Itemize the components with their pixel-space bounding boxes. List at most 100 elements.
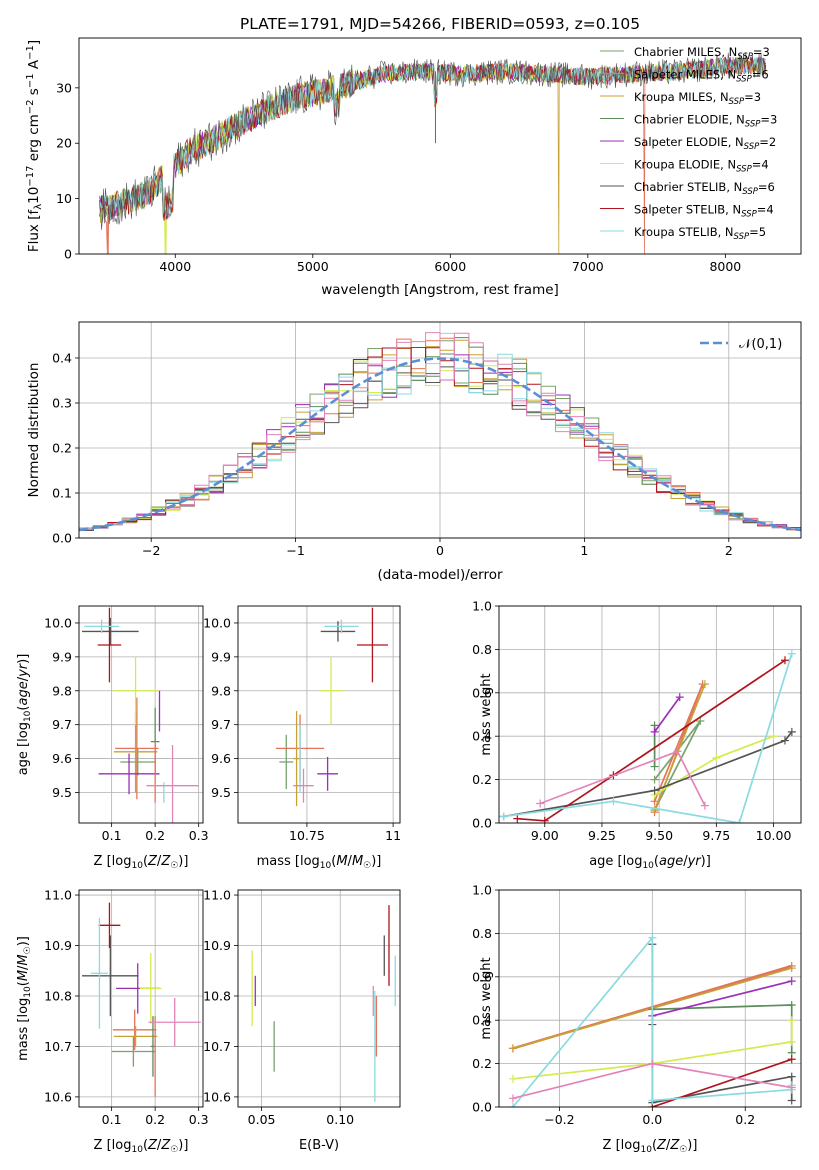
residuals-ytick-label: 0.1 (52, 486, 72, 501)
weight_vs_z-ylabel: mass weight (479, 957, 494, 1039)
residuals-xtick-label: −2 (142, 543, 160, 558)
weight_vs_z-ytick-label: 0.6 (472, 969, 492, 984)
mass_vs_z-xlabel: Z [log10(Z/Z☉)] (94, 1138, 189, 1155)
axes-frame (498, 889, 802, 1108)
age_vs_z-ytick-label: 9.5 (52, 785, 72, 800)
legend-label: Salpeter MILES, NSSP=6 (634, 68, 769, 85)
legend-label: Chabrier ELODIE, NSSP=3 (634, 113, 777, 130)
legend-label: Kroupa MILES, NSSP=3 (634, 90, 761, 107)
weight_vs_age-marker (787, 649, 796, 658)
weight_vs_age-marker (650, 775, 659, 784)
residuals-xtick-label: −1 (286, 543, 304, 558)
weight_vs_z-marker (787, 977, 796, 986)
weight_vs_z-ytick-label: 0.8 (472, 926, 492, 941)
weight_vs_z-marker (787, 1001, 796, 1010)
weight_vs_age-ytick-label: 1.0 (472, 599, 492, 614)
weight_vs_z-marker (648, 933, 657, 942)
age_vs_z-xtick-label: 0.2 (145, 828, 165, 843)
residuals-xtick-label: 1 (580, 543, 588, 558)
mass_vs_z-ylabel: mass [log10(M/M☉)] (16, 936, 33, 1061)
weight_vs_z-marker (508, 1103, 517, 1107)
weight_vs_z-marker (787, 1072, 796, 1081)
age_vs_z-xtick-label: 0.1 (102, 828, 122, 843)
weight_vs_age-marker (735, 819, 744, 823)
weight_vs_z-marker (787, 1016, 796, 1025)
spectrum-xtick-label: 8000 (709, 259, 741, 274)
weight_vs_age-marker (609, 797, 618, 806)
legend-label: Kroupa STELIB, NSSP=5 (634, 225, 766, 242)
mass_vs_z-ytick-label: 10.8 (44, 988, 72, 1003)
residuals-ytick-label: 0.2 (52, 441, 72, 456)
weight_vs_z-marker (787, 1083, 796, 1092)
legend-label: Kroupa ELODIE, NSSP=4 (634, 158, 769, 175)
weight_vs_age-xtick-label: 9.50 (645, 828, 673, 843)
residuals-ylabel: Normed distribution (26, 363, 42, 498)
mass_vs_z-xtick-label: 0.1 (102, 1112, 122, 1127)
figure-title: PLATE=1791, MJD=54266, FIBERID=0593, z=0… (240, 15, 640, 33)
mass_vs_ebv-ytick-label: 10.7 (203, 1039, 231, 1054)
spectrum-xtick-label: 5000 (297, 259, 329, 274)
legend-label: Chabrier STELIB, NSSP=6 (634, 180, 775, 197)
age_vs_z-panel: 0.1 0.2 0.3 9.5 9.6 9.7 9.8 9.9 10.0 Z [log10(Z/Z… (16, 605, 209, 871)
mass_vs_ebv-plot-area (251, 905, 396, 1102)
weight_vs_age-xtick-label: 9.25 (588, 828, 616, 843)
residuals-ytick-label: 0.3 (52, 396, 72, 411)
weight_vs_z-xtick-label: 0.0 (642, 1112, 662, 1127)
residuals-panel: −2 −1 0 1 2 0.0 0.1 0.2 0.3 0.4 𝒩(0,1) (data-model)… (26, 321, 802, 583)
legend-label: Salpeter ELODIE, NSSP=2 (634, 135, 776, 152)
age_vs_mass-ytick-label: 9.9 (211, 649, 231, 664)
spectrum-xlabel: wavelength [Angstrom, rest frame] (321, 282, 559, 298)
legend-label: 𝒩(0,1) (739, 337, 782, 352)
weight_vs_age-marker (650, 762, 659, 771)
weight_vs_age-marker (700, 801, 709, 810)
mass_vs_z-xtick-label: 0.2 (145, 1112, 165, 1127)
residuals-plot-area (79, 332, 801, 532)
residuals-xtick-label: 0 (436, 543, 444, 558)
spectrum-panel: 4000 5000 6000 7000 8000 0 10 20 30 wavelength [A… (25, 37, 802, 298)
mass_vs_ebv-ytick-label: 10.8 (203, 988, 231, 1003)
spectrum-ytick-label: 30 (56, 80, 72, 95)
weight_vs_age-marker (780, 736, 789, 745)
weight_vs_z-panel: −0.2 0.0 0.2 0.0 0.2 0.4 0.6 0.8 1.0 Z [log10(Z/Z… (472, 883, 802, 1155)
age_vs_mass-ytick-label: 9.6 (211, 751, 231, 766)
weight_vs_z-ytick-label: 1.0 (472, 883, 492, 898)
weight_vs_age-marker (700, 680, 709, 689)
weight_vs_age-marker (499, 812, 508, 821)
spectrum-series-8 (99, 57, 767, 220)
spectrum-ytick-label: 10 (56, 191, 72, 206)
weight_vs_z-marker (787, 1037, 796, 1046)
mass_vs_z-ytick-label: 10.6 (44, 1089, 72, 1104)
weight_vs_z-marker (648, 1096, 657, 1105)
age_vs_mass-plot-area (275, 607, 388, 807)
weight_vs_age-xtick-label: 10.00 (756, 828, 792, 843)
mass_vs_ebv-ytick-label: 10.9 (203, 938, 231, 953)
weight_vs_age-ytick-label: 0.4 (472, 729, 492, 744)
weight_vs_z-marker (787, 964, 796, 973)
age_vs_z-ytick-label: 9.8 (52, 683, 72, 698)
weight_vs_age-marker (675, 693, 684, 702)
weight_vs_age-marker (787, 727, 796, 736)
axes-frame (78, 37, 802, 255)
age_vs_z-ytick-label: 9.7 (52, 717, 72, 732)
age_vs_mass-ytick-label: 9.7 (211, 717, 231, 732)
weight_vs_age-line-4 (653, 696, 681, 733)
residuals-xtick-label: 2 (725, 543, 733, 558)
mass_vs_z-panel: 0.1 0.2 0.3 10.6 10.7 10.8 10.9 11.0 Z [log10(Z/… (16, 888, 209, 1155)
weight_vs_z-line-3 (652, 980, 792, 1017)
weight_vs_z-xtick-label: −0.2 (544, 1112, 574, 1127)
mass_vs_ebv-ytick-label: 11.0 (203, 888, 231, 903)
weight_vs_z-xtick-label: 0.2 (735, 1112, 755, 1127)
weight_vs_age-panel: 9.00 9.25 9.50 9.75 10.00 0.0 0.2 0.4 0.6 0.8 1.0 a… (472, 599, 802, 871)
spectrum-ytick-label: 20 (56, 136, 72, 151)
residual-hist-9 (79, 332, 801, 530)
age_vs_z-ylabel: age [log10(age/yr)] (16, 654, 33, 776)
weight_vs_age-xlabel: age [log10(age/yr)] (589, 854, 711, 871)
weight_vs_age-marker (650, 786, 659, 795)
age_vs_mass-xtick-label: 10.75 (289, 828, 325, 843)
weight_vs_age-marker (536, 799, 545, 808)
weight_vs_age-marker (780, 656, 789, 665)
mass_vs_ebv-panel: 0.05 0.10 10.6 10.7 10.8 10.9 11.0 E(B-V) (203, 888, 401, 1153)
age_vs_mass-ytick-label: 10.0 (203, 615, 231, 630)
mass_vs_z-ytick-label: 10.9 (44, 938, 72, 953)
